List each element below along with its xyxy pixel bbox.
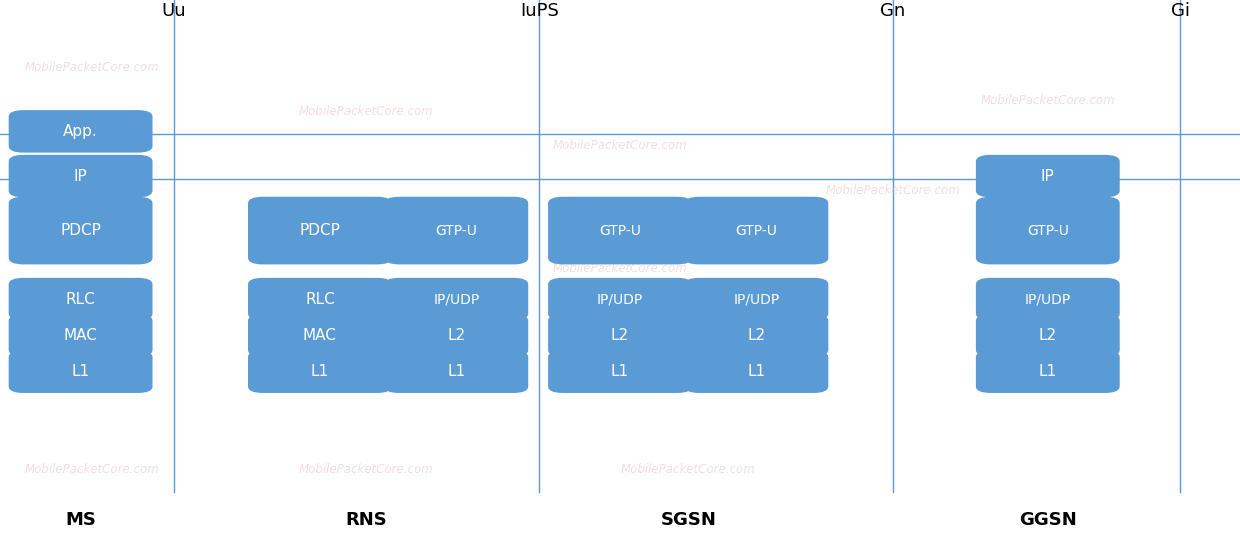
FancyBboxPatch shape xyxy=(248,314,392,357)
FancyBboxPatch shape xyxy=(976,350,1120,393)
FancyBboxPatch shape xyxy=(548,197,692,264)
Text: MobilePacketCore.com: MobilePacketCore.com xyxy=(25,60,160,74)
Text: IP/UDP: IP/UDP xyxy=(433,292,480,306)
FancyBboxPatch shape xyxy=(976,314,1120,357)
Text: RNS: RNS xyxy=(345,511,387,529)
FancyBboxPatch shape xyxy=(548,314,692,357)
FancyBboxPatch shape xyxy=(9,197,153,264)
Text: MS: MS xyxy=(66,511,95,529)
Text: GTP-U: GTP-U xyxy=(1027,224,1069,238)
FancyBboxPatch shape xyxy=(684,278,828,320)
Text: L2: L2 xyxy=(611,328,629,343)
Text: L1: L1 xyxy=(748,364,765,379)
Text: IP/UDP: IP/UDP xyxy=(1024,292,1071,306)
Text: L1: L1 xyxy=(311,364,329,379)
FancyBboxPatch shape xyxy=(9,278,153,320)
Text: L2: L2 xyxy=(748,328,765,343)
FancyBboxPatch shape xyxy=(248,278,392,320)
Text: MobilePacketCore.com: MobilePacketCore.com xyxy=(299,463,433,476)
Text: MAC: MAC xyxy=(63,328,98,343)
FancyBboxPatch shape xyxy=(384,197,528,264)
Text: MobilePacketCore.com: MobilePacketCore.com xyxy=(299,228,433,241)
Text: MAC: MAC xyxy=(303,328,337,343)
Text: L1: L1 xyxy=(611,364,629,379)
FancyBboxPatch shape xyxy=(684,314,828,357)
FancyBboxPatch shape xyxy=(384,314,528,357)
FancyBboxPatch shape xyxy=(384,278,528,320)
Text: GGSN: GGSN xyxy=(1019,511,1076,529)
FancyBboxPatch shape xyxy=(9,110,153,153)
FancyBboxPatch shape xyxy=(248,350,392,393)
Text: MobilePacketCore.com: MobilePacketCore.com xyxy=(981,94,1115,107)
FancyBboxPatch shape xyxy=(9,350,153,393)
Text: PDCP: PDCP xyxy=(300,223,340,238)
Text: MobilePacketCore.com: MobilePacketCore.com xyxy=(621,463,755,476)
Text: RLC: RLC xyxy=(66,292,95,306)
Text: Gi: Gi xyxy=(1171,2,1190,20)
FancyBboxPatch shape xyxy=(548,278,692,320)
Text: L1: L1 xyxy=(1039,364,1056,379)
Text: MobilePacketCore.com: MobilePacketCore.com xyxy=(981,284,1115,297)
FancyBboxPatch shape xyxy=(548,350,692,393)
Text: L1: L1 xyxy=(72,364,89,379)
Text: GTP-U: GTP-U xyxy=(735,224,777,238)
Text: L2: L2 xyxy=(1039,328,1056,343)
Text: IP: IP xyxy=(1040,169,1055,183)
Text: IP/UDP: IP/UDP xyxy=(596,292,644,306)
FancyBboxPatch shape xyxy=(976,278,1120,320)
Text: MobilePacketCore.com: MobilePacketCore.com xyxy=(826,183,960,197)
Text: IP: IP xyxy=(73,169,88,183)
Text: L1: L1 xyxy=(448,364,465,379)
Text: RLC: RLC xyxy=(305,292,335,306)
Text: IuPS: IuPS xyxy=(520,2,559,20)
Text: App.: App. xyxy=(63,124,98,139)
Text: IP/UDP: IP/UDP xyxy=(733,292,780,306)
Text: MobilePacketCore.com: MobilePacketCore.com xyxy=(553,139,687,152)
FancyBboxPatch shape xyxy=(9,155,153,197)
Text: MobilePacketCore.com: MobilePacketCore.com xyxy=(25,463,160,476)
Text: SGSN: SGSN xyxy=(660,511,717,529)
Text: PDCP: PDCP xyxy=(61,223,100,238)
FancyBboxPatch shape xyxy=(684,350,828,393)
Text: GTP-U: GTP-U xyxy=(599,224,641,238)
FancyBboxPatch shape xyxy=(976,155,1120,197)
Text: Gn: Gn xyxy=(880,2,905,20)
Text: L2: L2 xyxy=(448,328,465,343)
Text: GTP-U: GTP-U xyxy=(435,224,477,238)
Text: MobilePacketCore.com: MobilePacketCore.com xyxy=(553,262,687,275)
Text: Uu: Uu xyxy=(161,2,186,20)
FancyBboxPatch shape xyxy=(684,197,828,264)
FancyBboxPatch shape xyxy=(384,350,528,393)
FancyBboxPatch shape xyxy=(9,314,153,357)
Text: MobilePacketCore.com: MobilePacketCore.com xyxy=(299,105,433,119)
FancyBboxPatch shape xyxy=(248,197,392,264)
FancyBboxPatch shape xyxy=(976,197,1120,264)
